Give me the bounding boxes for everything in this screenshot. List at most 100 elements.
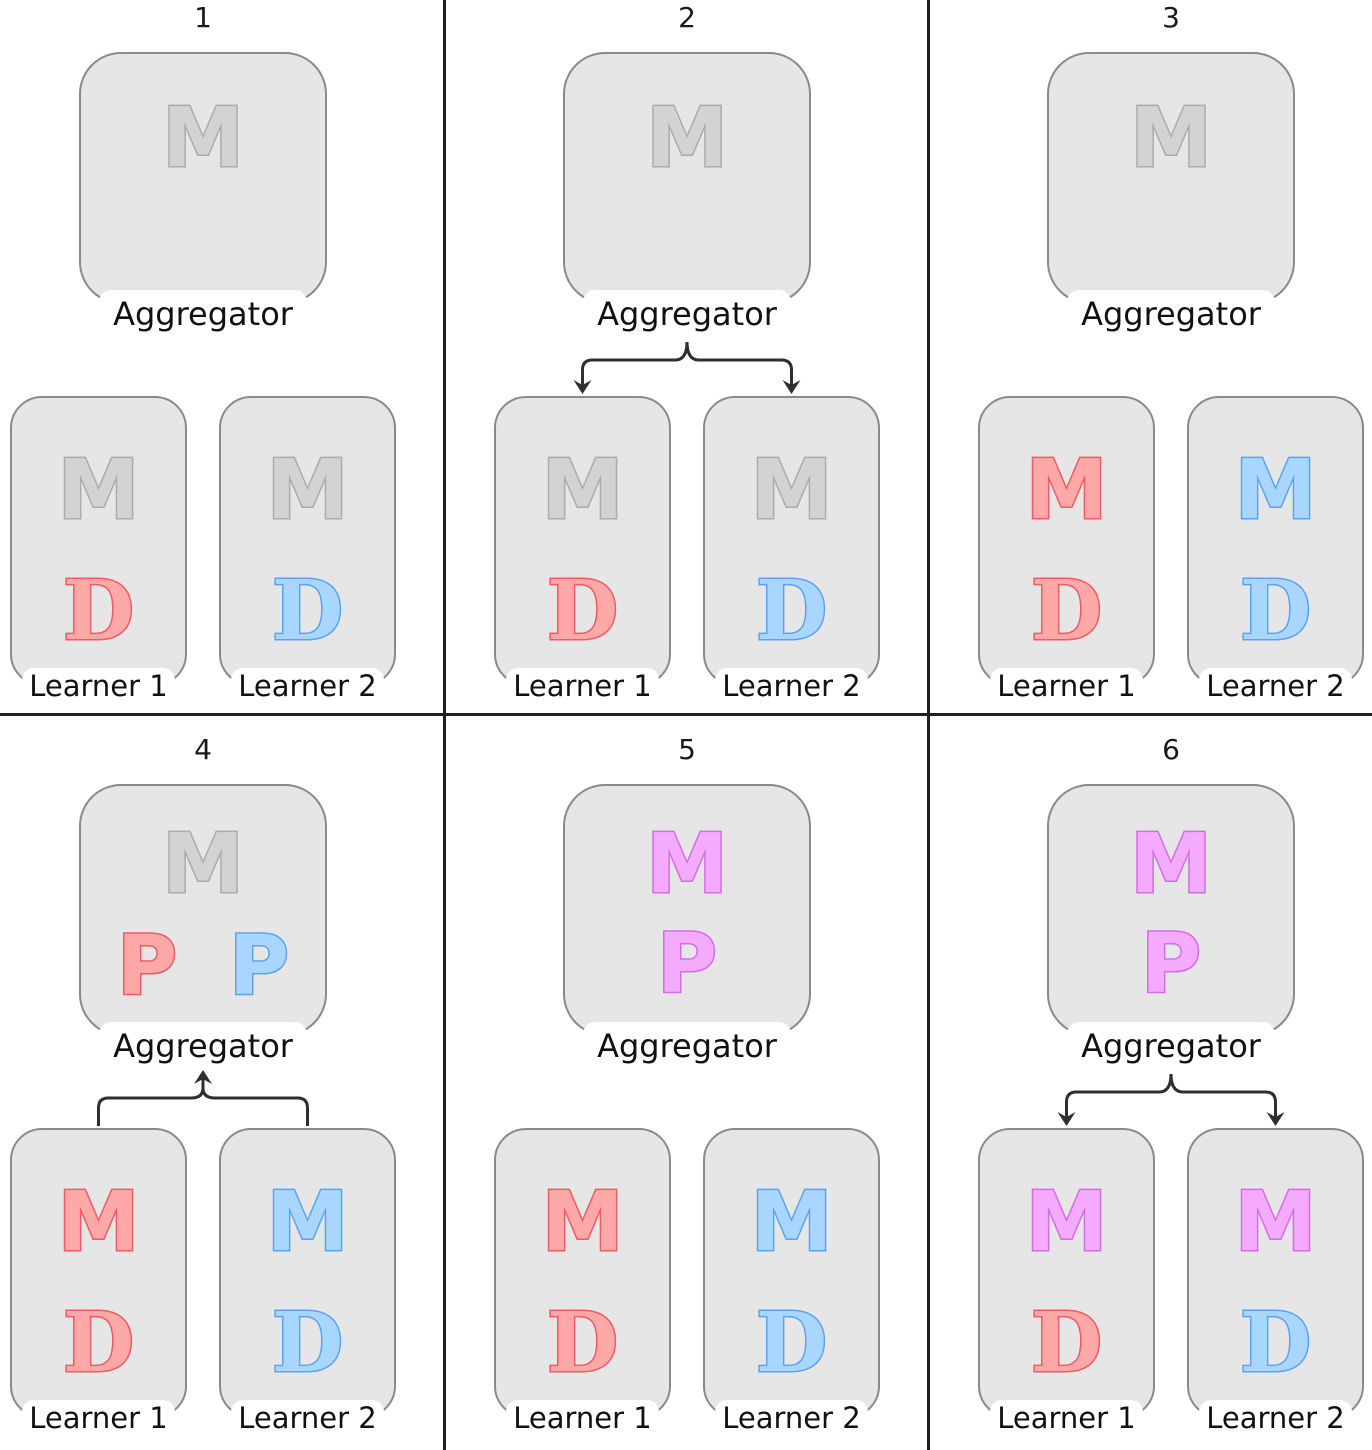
arrowhead-to-aggregator <box>194 1070 212 1084</box>
data-glyph: D <box>1029 1295 1103 1391</box>
learner-label-plate <box>506 668 659 686</box>
model-glyph: M <box>1129 91 1214 186</box>
learner-label: Learner 2 <box>1206 669 1345 703</box>
aggregator-label-plate <box>1067 1022 1275 1036</box>
model-glyph: M <box>645 817 730 912</box>
learner-label: Learner 2 <box>722 669 861 703</box>
horizontal-divider <box>0 713 1372 716</box>
model-glyph: M <box>265 1175 350 1270</box>
learner-label: Learner 1 <box>29 669 168 703</box>
model-glyph: M <box>1233 443 1318 538</box>
model-glyph: M <box>645 91 730 186</box>
learner-label-plate <box>715 1400 868 1418</box>
aggregator-label-plate <box>583 1022 791 1036</box>
data-glyph: D <box>1238 563 1312 659</box>
collect-bracket-arrow-icon <box>97 1078 309 1126</box>
step-number: 4 <box>194 733 212 766</box>
learner-label: Learner 2 <box>722 1401 861 1435</box>
model-glyph: M <box>1024 443 1109 538</box>
step-number: 3 <box>1162 1 1180 34</box>
model-glyph: M <box>540 443 625 538</box>
aggregator-label-plate <box>1067 290 1275 304</box>
data-glyph: D <box>61 563 135 659</box>
model-glyph: M <box>1129 817 1214 912</box>
data-glyph: D <box>61 1295 135 1391</box>
learner-label: Learner 2 <box>238 669 377 703</box>
parameters-glyph: P <box>1139 917 1202 1012</box>
learner-label-plate <box>22 1400 175 1418</box>
aggregator-label: Aggregator <box>1081 295 1261 333</box>
aggregator-node: M <box>563 52 811 304</box>
learner-label: Learner 1 <box>513 669 652 703</box>
step-number: 2 <box>678 1 696 34</box>
parameters-glyph: P <box>655 917 718 1012</box>
model-glyph: M <box>56 443 141 538</box>
learner-label: Learner 1 <box>513 1401 652 1435</box>
learner-label-plate <box>990 1400 1143 1418</box>
learner-label-plate <box>22 668 175 686</box>
aggregator-label-plate <box>583 290 791 304</box>
model-glyph: M <box>161 817 246 912</box>
distribute-bracket-arrow-icon <box>581 341 793 386</box>
arrowhead-to-learner-1 <box>573 380 592 394</box>
distribute-bracket-arrow-icon <box>1065 1073 1277 1118</box>
aggregator-label: Aggregator <box>597 1027 777 1065</box>
data-glyph: D <box>545 563 619 659</box>
data-glyph: D <box>270 563 344 659</box>
learner-label-plate <box>715 668 868 686</box>
aggregator-label: Aggregator <box>113 295 293 333</box>
learner-label: Learner 1 <box>29 1401 168 1435</box>
learner-label: Learner 2 <box>238 1401 377 1435</box>
aggregator-label: Aggregator <box>1081 1027 1261 1065</box>
learner-label-plate <box>1199 1400 1352 1418</box>
aggregator-label: Aggregator <box>113 1027 293 1065</box>
parameters-glyph: P <box>115 919 178 1014</box>
aggregator-label: Aggregator <box>597 295 777 333</box>
vertical-divider-2 <box>927 0 930 1450</box>
aggregator-node: M <box>1047 52 1295 304</box>
data-glyph: D <box>1029 563 1103 659</box>
step-number: 5 <box>678 733 696 766</box>
model-glyph: M <box>265 443 350 538</box>
learner-label: Learner 2 <box>1206 1401 1345 1435</box>
data-glyph: D <box>545 1295 619 1391</box>
learner-label: Learner 1 <box>997 1401 1136 1435</box>
vertical-divider-1 <box>443 0 446 1450</box>
model-glyph: M <box>540 1175 625 1270</box>
aggregator-label-plate <box>99 290 307 304</box>
arrowhead-to-learner-2 <box>782 380 801 394</box>
model-glyph: M <box>56 1175 141 1270</box>
data-glyph: D <box>270 1295 344 1391</box>
model-glyph: M <box>749 1175 834 1270</box>
aggregator-label-plate <box>99 1022 307 1036</box>
model-glyph: M <box>1233 1175 1318 1270</box>
model-glyph: M <box>1024 1175 1109 1270</box>
arrowhead-to-learner-1 <box>1057 1112 1076 1126</box>
arrowhead-to-learner-2 <box>1266 1112 1285 1126</box>
learner-label-plate <box>990 668 1143 686</box>
learner-label: Learner 1 <box>997 669 1136 703</box>
parameters-glyph: P <box>227 919 290 1014</box>
learner-label-plate <box>231 668 384 686</box>
learner-label-plate <box>231 1400 384 1418</box>
step-number: 1 <box>194 1 212 34</box>
learner-label-plate <box>506 1400 659 1418</box>
aggregator-node: M <box>79 52 327 304</box>
model-glyph: M <box>161 91 246 186</box>
data-glyph: D <box>1238 1295 1312 1391</box>
